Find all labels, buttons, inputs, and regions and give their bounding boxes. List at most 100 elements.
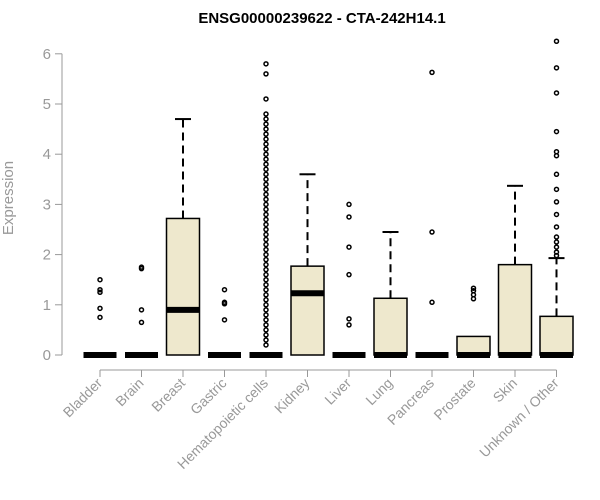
box-rect bbox=[290, 265, 325, 356]
outlier-point bbox=[138, 319, 145, 326]
outlier-point bbox=[553, 211, 560, 218]
box-prostate bbox=[456, 285, 491, 358]
outlier-point bbox=[263, 241, 269, 248]
outlier-point bbox=[470, 285, 477, 291]
outlier-point bbox=[263, 266, 269, 273]
outlier-point bbox=[346, 244, 352, 250]
x-tick-label: Kidney bbox=[271, 375, 313, 417]
y-tick-label: 1 bbox=[43, 297, 51, 314]
outlier-point bbox=[553, 128, 560, 135]
outlier-point bbox=[263, 181, 269, 188]
outlier-point bbox=[263, 176, 269, 183]
x-tick-label: Lung bbox=[362, 375, 395, 408]
x-tick-label: Skin bbox=[490, 375, 521, 406]
x-tick-label: Bladder bbox=[60, 375, 106, 421]
box-rect bbox=[373, 297, 408, 356]
outlier-point bbox=[263, 111, 269, 117]
outlier-point bbox=[346, 214, 352, 220]
outlier-point bbox=[263, 121, 269, 127]
box-unknown-other bbox=[539, 38, 574, 358]
box-brain bbox=[125, 264, 158, 358]
box-skin bbox=[497, 184, 533, 358]
outlier-point bbox=[553, 234, 560, 240]
x-tick-label: Prostate bbox=[430, 375, 478, 423]
outlier-point bbox=[263, 136, 269, 142]
outlier-point bbox=[263, 221, 269, 228]
outlier-point bbox=[263, 276, 269, 283]
box-rect bbox=[497, 263, 533, 356]
box-rect bbox=[539, 315, 574, 356]
outlier-point bbox=[221, 286, 228, 293]
box-gastric bbox=[208, 286, 241, 358]
outlier-point bbox=[263, 246, 269, 253]
outlier-point bbox=[263, 211, 269, 218]
outlier-point bbox=[553, 199, 560, 205]
outlier-point bbox=[553, 148, 560, 155]
box-hematopoietic-cells bbox=[249, 61, 283, 358]
outlier-point bbox=[553, 224, 560, 230]
y-axis: 0 1 2 3 4 5 6 bbox=[43, 46, 63, 364]
outlier-point bbox=[263, 131, 269, 137]
outlier-point bbox=[263, 332, 269, 338]
box-liver bbox=[332, 201, 366, 358]
outlier-point bbox=[263, 71, 269, 77]
outlier-point bbox=[263, 322, 269, 328]
outlier-point bbox=[429, 299, 435, 306]
outlier-point bbox=[263, 61, 269, 67]
outlier-point bbox=[221, 317, 228, 323]
outlier-point bbox=[263, 96, 269, 102]
outlier-point bbox=[263, 342, 269, 348]
outlier-point bbox=[470, 287, 477, 294]
box-lung bbox=[373, 231, 408, 358]
outlier-point bbox=[263, 271, 269, 278]
outlier-point bbox=[263, 156, 269, 162]
outlier-point bbox=[263, 317, 269, 323]
outlier-point bbox=[263, 126, 269, 132]
outlier-point bbox=[263, 297, 269, 303]
outlier-point bbox=[263, 186, 269, 193]
y-axis-label: Expression bbox=[0, 161, 17, 235]
box-pancreas bbox=[415, 69, 449, 358]
outlier-point bbox=[263, 191, 269, 198]
outlier-point bbox=[263, 286, 269, 293]
outlier-point bbox=[97, 289, 103, 295]
y-tick-label: 5 bbox=[43, 96, 51, 113]
outlier-point bbox=[553, 65, 560, 71]
outlier-point bbox=[263, 216, 269, 223]
outlier-point bbox=[553, 90, 560, 96]
box-bladder bbox=[83, 276, 117, 358]
outlier-point bbox=[553, 38, 560, 44]
outlier-point bbox=[346, 316, 352, 322]
outlier-point bbox=[263, 302, 269, 308]
outlier-point bbox=[263, 141, 269, 147]
outlier-point bbox=[553, 249, 560, 255]
outlier-point bbox=[263, 292, 269, 298]
outlier-point bbox=[263, 226, 269, 233]
chart-title: ENSG00000239622 - CTA-242H14.1 bbox=[198, 10, 445, 27]
outlier-point bbox=[221, 299, 228, 306]
x-tick-label: Liver bbox=[321, 375, 354, 408]
outlier-point bbox=[553, 244, 560, 250]
outlier-point bbox=[263, 196, 269, 203]
outlier-point bbox=[263, 206, 269, 213]
outlier-point bbox=[263, 116, 269, 122]
y-tick-label: 3 bbox=[43, 196, 51, 213]
outlier-point bbox=[97, 276, 103, 283]
outlier-point bbox=[346, 271, 352, 278]
outlier-point bbox=[263, 327, 269, 333]
outlier-point bbox=[263, 146, 269, 152]
outlier-point bbox=[553, 171, 560, 178]
outlier-point bbox=[97, 286, 103, 293]
outlier-point bbox=[263, 231, 269, 238]
outlier-point bbox=[263, 307, 269, 313]
outlier-point bbox=[138, 307, 145, 313]
outlier-point bbox=[263, 337, 269, 343]
box-rect bbox=[165, 217, 201, 356]
box-kidney bbox=[290, 173, 325, 356]
outlier-point bbox=[263, 161, 269, 167]
outlier-point bbox=[263, 151, 269, 157]
outlier-point bbox=[263, 201, 269, 208]
outlier-point bbox=[138, 264, 145, 270]
